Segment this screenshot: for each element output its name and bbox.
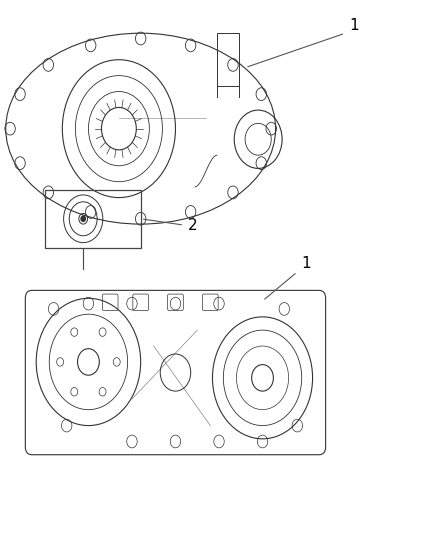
Circle shape — [81, 216, 85, 221]
Text: 2: 2 — [188, 217, 198, 232]
Text: 1: 1 — [349, 18, 359, 33]
Text: 1: 1 — [301, 256, 311, 271]
